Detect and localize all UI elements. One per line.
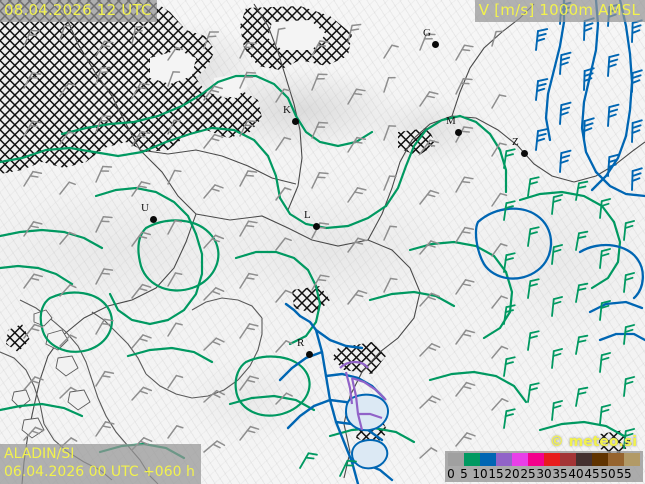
forecast-datetime-label: 08.04.2026 12 UTC bbox=[0, 0, 157, 23]
city-dot-icon bbox=[150, 216, 157, 223]
city-dot-icon bbox=[292, 118, 299, 125]
legend-tick: 15 bbox=[488, 466, 504, 481]
legend-tick: 40 bbox=[568, 466, 584, 481]
city-label: M bbox=[446, 115, 456, 127]
city-dot-icon bbox=[306, 351, 313, 358]
city-label: L bbox=[304, 209, 311, 221]
legend-swatch-15 bbox=[496, 453, 512, 466]
city-label: K bbox=[283, 104, 291, 116]
city-label: R bbox=[297, 337, 305, 349]
copyright-watermark: © meteo.si bbox=[549, 434, 637, 450]
legend-swatch-0 bbox=[448, 453, 464, 466]
city-dot-icon bbox=[313, 223, 320, 230]
field-label: V [m/s] 1000m AMSL bbox=[474, 0, 645, 23]
legend-swatch-10 bbox=[480, 453, 496, 466]
city-dot-icon bbox=[432, 41, 439, 48]
city-dot-icon bbox=[455, 129, 462, 136]
legend-swatch-30 bbox=[544, 453, 560, 466]
model-info-panel: ALADIN/SI 06.04.2026 00 UTC +060 h bbox=[0, 444, 201, 484]
legend-tick: 5 bbox=[460, 466, 468, 481]
legend-swatch-35 bbox=[560, 453, 576, 466]
legend-tick-labels: 0 5 10 15 20 25 30 35 40 45 50 55 bbox=[447, 466, 640, 481]
legend-tick: 50 bbox=[600, 466, 616, 481]
city-label: U bbox=[141, 202, 149, 214]
legend-tick: 35 bbox=[552, 466, 568, 481]
model-name-label: ALADIN/SI bbox=[4, 446, 75, 462]
legend-swatch-55 bbox=[624, 453, 640, 466]
legend-tick: 25 bbox=[520, 466, 536, 481]
city-dot-icon bbox=[521, 150, 528, 157]
legend-swatch-20 bbox=[512, 453, 528, 466]
city-label: G bbox=[423, 27, 431, 39]
legend-swatch-50 bbox=[608, 453, 624, 466]
legend-tick: 10 bbox=[472, 466, 488, 481]
legend-tick: 20 bbox=[504, 466, 520, 481]
legend-swatch-45 bbox=[592, 453, 608, 466]
legend-swatch-strip bbox=[448, 453, 640, 466]
legend-swatch-5 bbox=[464, 453, 480, 466]
legend-tick: 45 bbox=[584, 466, 600, 481]
model-run-label: 06.04.2026 00 UTC +060 h bbox=[4, 463, 195, 480]
legend-tick: 0 bbox=[447, 466, 455, 481]
city-label: Z bbox=[512, 136, 519, 148]
legend-tick: 55 bbox=[616, 466, 632, 481]
color-scale-legend[interactable]: 0 5 10 15 20 25 30 35 40 45 50 55 bbox=[445, 451, 643, 482]
legend-tick: 30 bbox=[536, 466, 552, 481]
legend-swatch-25 bbox=[528, 453, 544, 466]
legend-swatch-40 bbox=[576, 453, 592, 466]
